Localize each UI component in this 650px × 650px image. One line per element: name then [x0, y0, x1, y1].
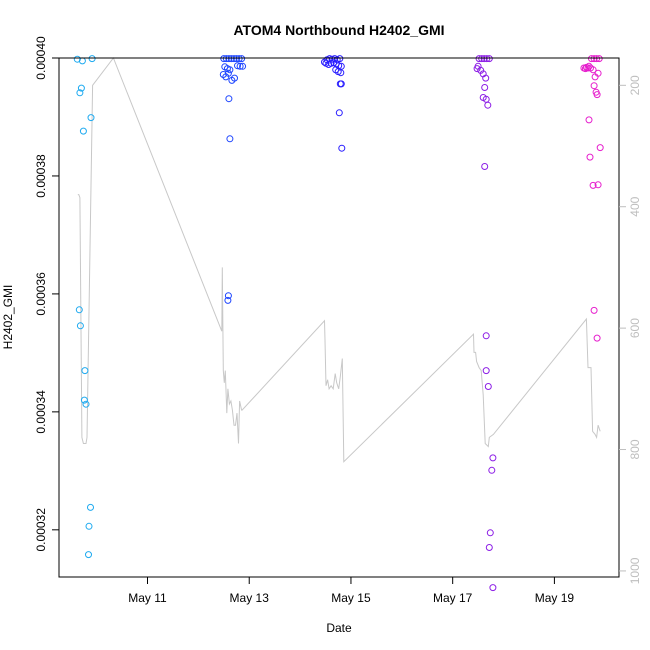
- data-point: [337, 80, 345, 88]
- x-tick-label: May 17: [433, 591, 473, 605]
- data-point: [481, 163, 489, 170]
- data-point: [85, 522, 93, 530]
- data-point: [484, 383, 492, 390]
- data-point: [338, 144, 346, 152]
- data-point: [488, 466, 496, 474]
- data-point: [239, 62, 247, 70]
- data-point: [226, 66, 234, 74]
- axes: May 11 May 13 May 15 May 17 May 19 0.00032 0.0…: [34, 36, 642, 605]
- data-point: [328, 55, 336, 63]
- data-point: [590, 306, 598, 314]
- data-point: [595, 55, 603, 63]
- point-series: [73, 55, 604, 592]
- data-point: [337, 69, 345, 77]
- plot-frame: [58, 57, 620, 578]
- y2-tick-label: 1000: [628, 557, 642, 584]
- data-point: [588, 55, 595, 63]
- data-point: [586, 153, 594, 161]
- data-point: [590, 55, 598, 63]
- data-point: [478, 55, 486, 63]
- y2-tick-label: 600: [628, 318, 642, 338]
- data-point: [593, 91, 601, 99]
- data-point: [336, 55, 344, 63]
- data-point: [227, 55, 235, 63]
- data-point: [482, 367, 490, 375]
- data-point: [485, 544, 493, 551]
- data-point: [489, 584, 497, 592]
- data-point: [224, 296, 232, 304]
- data-point: [591, 73, 599, 81]
- data-point: [590, 82, 598, 90]
- data-point: [335, 109, 343, 117]
- data-point: [585, 62, 593, 70]
- y2-tick-label: 200: [628, 75, 642, 95]
- x-tick-label: May 11: [128, 591, 167, 605]
- data-point: [230, 55, 238, 63]
- y2-tick-label: 800: [628, 439, 642, 459]
- grey-line: [77, 56, 601, 463]
- x-tick-label: May 19: [535, 591, 575, 605]
- data-point: [589, 66, 597, 74]
- data-point: [76, 89, 84, 97]
- data-point: [235, 55, 243, 63]
- data-point: [481, 84, 489, 91]
- data-point: [482, 74, 490, 82]
- x-axis-label: Date: [326, 621, 352, 635]
- data-point: [81, 367, 89, 375]
- data-point: [238, 55, 246, 63]
- grey-line-series: [77, 56, 601, 463]
- data-point: [233, 55, 240, 63]
- y2-tick-label: 400: [628, 196, 642, 216]
- data-point: [220, 55, 228, 63]
- chart-title: ATOM4 Northbound H2402_GMI: [233, 22, 444, 38]
- y-tick-label: 0.00040: [34, 36, 48, 80]
- data-point: [327, 59, 335, 67]
- y-tick-label: 0.00034: [34, 390, 48, 434]
- data-point: [87, 114, 95, 122]
- data-point: [234, 62, 241, 70]
- data-point: [594, 181, 602, 189]
- data-point: [581, 65, 589, 73]
- data-point: [593, 55, 601, 63]
- data-point: [589, 181, 597, 189]
- data-point: [486, 529, 494, 537]
- data-point: [85, 551, 92, 559]
- data-point: [489, 454, 497, 462]
- data-point: [231, 74, 238, 82]
- data-point: [77, 84, 85, 92]
- y-tick-label: 0.00038: [34, 154, 48, 198]
- data-point: [88, 55, 96, 63]
- y-tick-label: 0.00036: [34, 272, 48, 316]
- data-point: [79, 127, 87, 135]
- data-point: [585, 116, 593, 124]
- data-point: [475, 55, 483, 63]
- data-point: [226, 135, 234, 143]
- x-tick-label: May 13: [230, 591, 270, 605]
- data-point: [236, 62, 244, 70]
- data-point: [483, 55, 491, 63]
- data-point: [593, 334, 601, 342]
- y-axis-label: H2402_GMI: [1, 285, 15, 350]
- data-point: [480, 55, 488, 63]
- data-point: [225, 55, 233, 63]
- data-point: [484, 101, 492, 109]
- data-point: [224, 69, 232, 77]
- data-point: [596, 144, 604, 152]
- data-point: [224, 292, 232, 300]
- data-point: [482, 332, 490, 340]
- y-tick-label: 0.00032: [34, 508, 48, 552]
- data-point: [485, 55, 493, 63]
- data-point: [225, 95, 233, 103]
- x-tick-label: May 15: [331, 591, 371, 605]
- data-point: [76, 322, 84, 330]
- data-point: [80, 396, 88, 404]
- data-point: [82, 400, 90, 408]
- data-point: [87, 503, 94, 511]
- data-point: [222, 55, 230, 63]
- data-point: [75, 306, 83, 314]
